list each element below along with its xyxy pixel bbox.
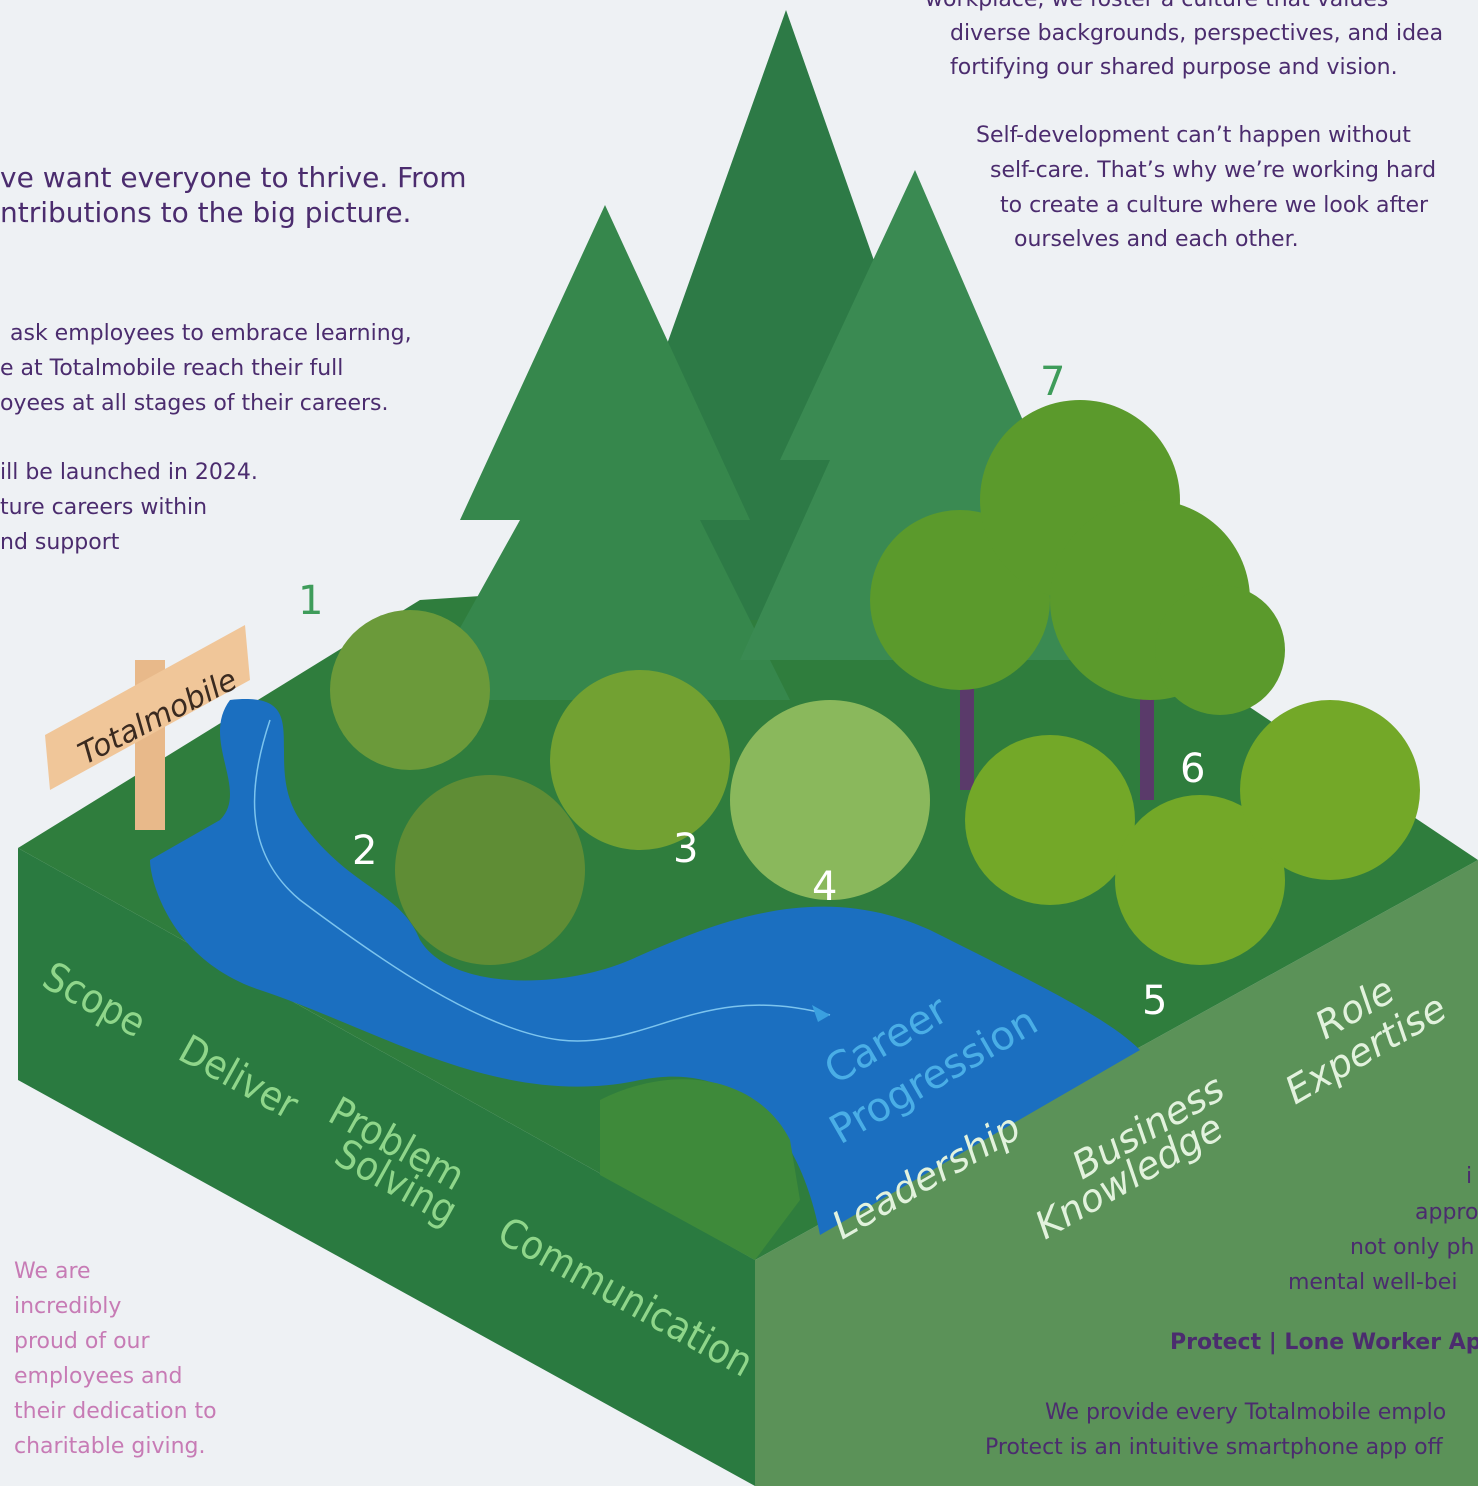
text-line: appro (1415, 1200, 1478, 1225)
text-line: proud of our (14, 1329, 150, 1354)
text-line: not only ph (1350, 1235, 1474, 1260)
text-line: ourselves and each other. (1014, 227, 1299, 252)
text-line: ill be launched in 2024. (0, 460, 258, 485)
text-line: oyees at all stages of their careers. (0, 391, 389, 416)
text-line: Self-development can’t happen without (976, 123, 1411, 148)
text-line: i (1466, 1164, 1472, 1189)
text-line: ture careers within (0, 495, 207, 520)
text-line: self-care. That’s why we’re working hard (990, 158, 1436, 183)
marker: 3 (673, 826, 698, 872)
text-line: diverse backgrounds, perspectives, and i… (950, 21, 1443, 46)
heading: Protect | Lone Worker App (1170, 1330, 1478, 1355)
marker: 6 (1180, 746, 1205, 792)
text-line: nd support (0, 530, 120, 555)
text-line: fortifying our shared purpose and vision… (950, 55, 1398, 80)
text-line: ve want everyone to thrive. From (0, 161, 466, 194)
text-line: to create a culture where we look after (1000, 193, 1429, 218)
text-line: charitable giving. (14, 1434, 206, 1459)
marker: 5 (1142, 978, 1167, 1024)
page: Totalmobile workplace, we foster a cultu… (0, 0, 1478, 1486)
text-line: Protect is an intuitive smartphone app o… (985, 1435, 1444, 1460)
text-line: incredibly (14, 1294, 121, 1319)
text-line: We provide every Totalmobile emplo (1045, 1400, 1446, 1425)
text-line: We are (14, 1259, 91, 1284)
marker: 7 (1040, 359, 1065, 405)
marker: 4 (812, 864, 837, 910)
text-line: ntributions to the big picture. (0, 196, 411, 229)
text-line: workplace, we foster a culture that valu… (925, 0, 1388, 12)
text-line: their dedication to (14, 1399, 217, 1424)
text-line: ask employees to embrace learning, (10, 321, 412, 346)
text-line: employees and (14, 1364, 182, 1389)
text-line: mental well-bei (1288, 1270, 1457, 1295)
marker: 1 (298, 578, 323, 624)
marker: 2 (352, 828, 377, 874)
text-line: e at Totalmobile reach their full (0, 356, 343, 381)
